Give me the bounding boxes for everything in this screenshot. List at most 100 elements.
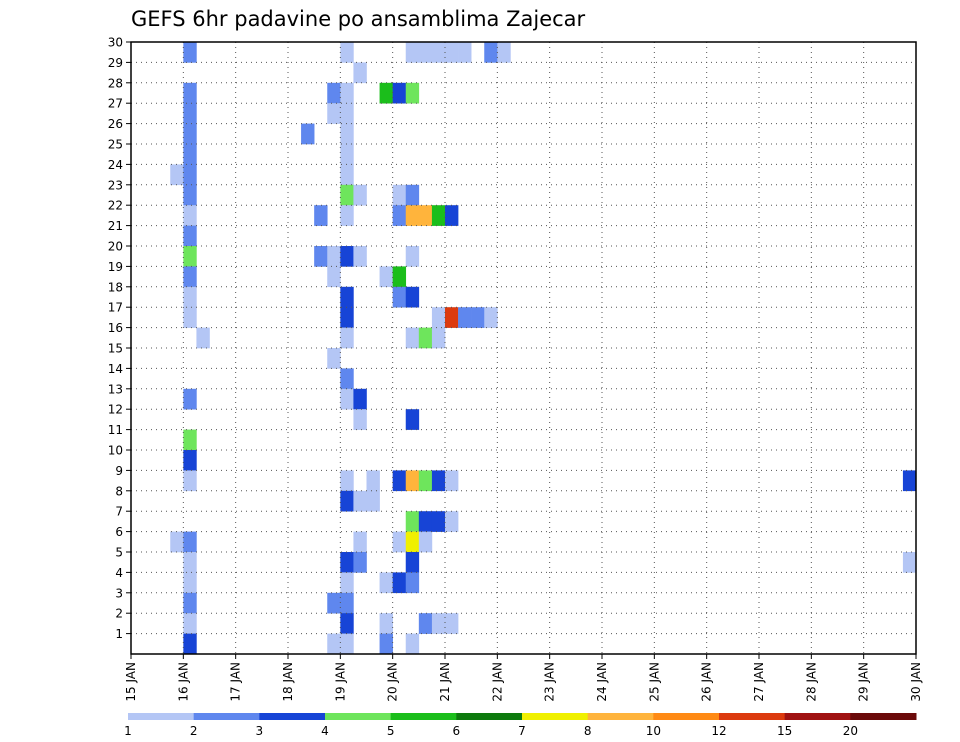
x-tick-label-7: 22 JAN bbox=[490, 662, 504, 702]
cell-member-2-111 bbox=[183, 613, 197, 634]
cell-member-6-96 bbox=[405, 531, 420, 553]
cell-member-12-72 bbox=[353, 409, 367, 430]
y-tick-label-7: 7 bbox=[115, 505, 123, 519]
colorbar-label-12: 12 bbox=[711, 724, 726, 738]
x-tick-label-13: 28 JAN bbox=[804, 662, 818, 702]
cell-member-30-4 bbox=[431, 42, 446, 63]
cell-member-5-102 bbox=[902, 552, 917, 573]
cell-member-7-90 bbox=[431, 511, 446, 532]
colorbar-swatch-3 bbox=[325, 713, 392, 720]
cell-member-22-37 bbox=[418, 205, 433, 226]
cell-member-6-92 bbox=[170, 531, 184, 553]
cell-member-25-22 bbox=[183, 144, 197, 165]
cell-member-4-103 bbox=[183, 572, 197, 594]
cell-member-8-86 bbox=[353, 490, 367, 512]
cell-member-30-3 bbox=[418, 42, 433, 63]
cell-member-19-50 bbox=[392, 266, 407, 288]
colorbar-legend: 1 2 3 4 5 6 7 8 10 12 15 20 bbox=[124, 713, 917, 738]
x-tick-label-9: 24 JAN bbox=[595, 662, 609, 702]
colorbar-label-15: 15 bbox=[777, 724, 792, 738]
cell-member-30-5 bbox=[445, 42, 459, 63]
cell-member-16-62 bbox=[196, 327, 210, 349]
cell-member-20-42 bbox=[314, 246, 328, 267]
cell-member-23-27 bbox=[183, 184, 197, 206]
cell-member-23-29 bbox=[353, 184, 367, 206]
cell-member-4-104 bbox=[340, 572, 354, 594]
cell-member-7-91 bbox=[445, 511, 459, 532]
y-tick-label-30: 30 bbox=[108, 36, 123, 50]
cell-member-5-99 bbox=[340, 552, 354, 573]
cell-member-23-31 bbox=[405, 184, 420, 206]
colorbar-swatch-9 bbox=[719, 713, 786, 720]
cell-member-29-9 bbox=[353, 62, 367, 84]
cell-member-9-76 bbox=[183, 470, 197, 492]
cell-member-22-35 bbox=[392, 205, 407, 226]
cell-member-9-77 bbox=[340, 470, 354, 492]
y-tick-label-25: 25 bbox=[108, 138, 123, 152]
cell-member-16-64 bbox=[405, 327, 420, 349]
x-tick-label-4: 19 JAN bbox=[333, 662, 347, 702]
cell-member-30-6 bbox=[458, 42, 472, 63]
colorbar-label-5: 5 bbox=[387, 724, 395, 738]
y-tick-label-15: 15 bbox=[108, 342, 123, 356]
y-tick-label-23: 23 bbox=[108, 178, 123, 192]
cell-member-30-7 bbox=[484, 42, 498, 63]
cell-member-20-41 bbox=[183, 246, 197, 267]
cell-member-27-16 bbox=[183, 103, 197, 124]
cell-member-20-45 bbox=[353, 246, 367, 267]
cell-member-28-11 bbox=[327, 82, 341, 104]
x-tick-label-10: 25 JAN bbox=[647, 662, 661, 702]
cell-member-13-71 bbox=[353, 388, 367, 410]
cell-member-5-101 bbox=[405, 552, 420, 573]
cell-member-12-73 bbox=[405, 409, 420, 430]
cell-member-1-120 bbox=[379, 633, 393, 655]
x-tick-label-12: 27 JAN bbox=[752, 662, 766, 702]
cell-member-1-117 bbox=[183, 633, 197, 655]
cell-member-17-57 bbox=[431, 307, 446, 328]
cell-member-5-100 bbox=[353, 552, 367, 573]
cell-member-22-39 bbox=[445, 205, 459, 226]
cell-member-22-38 bbox=[431, 205, 446, 226]
cell-member-23-28 bbox=[340, 184, 354, 206]
cell-member-3-110 bbox=[340, 592, 354, 614]
cell-member-26-21 bbox=[340, 123, 354, 145]
grid-lines bbox=[131, 42, 916, 654]
cell-member-16-63 bbox=[340, 327, 354, 349]
cell-member-18-54 bbox=[405, 286, 420, 308]
colorbar-label-10: 10 bbox=[646, 724, 661, 738]
cell-member-4-107 bbox=[405, 572, 420, 594]
cell-member-20-43 bbox=[327, 246, 341, 267]
cell-member-9-84 bbox=[902, 470, 917, 492]
cell-member-8-87 bbox=[366, 490, 380, 512]
cell-member-4-106 bbox=[392, 572, 407, 594]
cell-member-9-83 bbox=[445, 470, 459, 492]
cell-member-1-121 bbox=[405, 633, 420, 655]
cell-member-3-108 bbox=[183, 592, 197, 614]
colorbar-label-20: 20 bbox=[843, 724, 858, 738]
cell-member-9-82 bbox=[431, 470, 446, 492]
x-tick-label-6: 21 JAN bbox=[438, 662, 452, 702]
y-tick-label-16: 16 bbox=[108, 321, 123, 335]
cell-member-20-46 bbox=[405, 246, 420, 267]
cell-member-7-88 bbox=[405, 511, 420, 532]
cell-member-17-58 bbox=[445, 307, 459, 328]
cell-member-2-113 bbox=[379, 613, 393, 634]
cell-member-22-32 bbox=[183, 205, 197, 226]
cell-member-26-19 bbox=[183, 123, 197, 145]
cell-member-1-119 bbox=[340, 633, 354, 655]
x-tick-label-2: 17 JAN bbox=[229, 662, 243, 702]
y-tick-label-17: 17 bbox=[108, 301, 123, 315]
y-tick-label-22: 22 bbox=[108, 199, 123, 213]
cell-member-28-14 bbox=[392, 82, 407, 104]
colorbar-label-2: 2 bbox=[190, 724, 198, 738]
cell-member-27-17 bbox=[327, 103, 341, 124]
x-tick-label-8: 23 JAN bbox=[543, 662, 557, 702]
y-tick-label-1: 1 bbox=[115, 627, 123, 641]
cell-member-18-51 bbox=[183, 286, 197, 308]
y-tick-label-21: 21 bbox=[108, 219, 123, 233]
cell-member-2-112 bbox=[340, 613, 354, 634]
colorbar-label-6: 6 bbox=[453, 724, 461, 738]
cell-member-17-61 bbox=[484, 307, 498, 328]
cell-member-19-47 bbox=[183, 266, 197, 288]
cell-member-6-94 bbox=[353, 531, 367, 553]
